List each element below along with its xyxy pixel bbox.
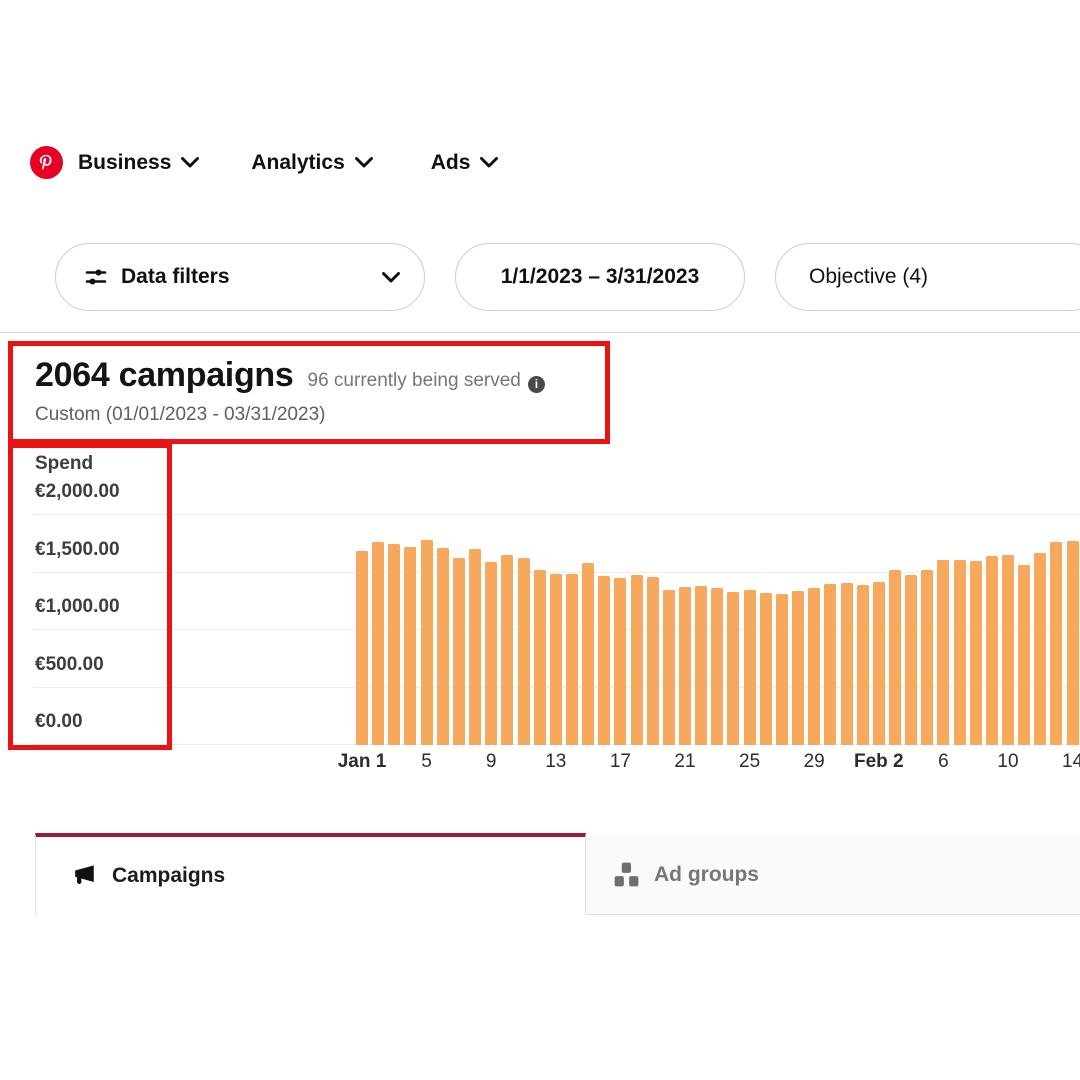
spend-bar <box>598 575 611 745</box>
x-axis-tick-label: 25 <box>739 751 761 772</box>
spend-bar <box>1034 552 1047 745</box>
spend-bar <box>808 588 821 745</box>
spend-bar <box>388 544 401 745</box>
data-filters-label: Data filters <box>121 265 230 288</box>
spend-bar <box>436 548 449 745</box>
served-note: 96 currently being served <box>307 370 521 391</box>
x-axis-tick-label: 13 <box>545 751 567 772</box>
spend-bar <box>372 542 385 745</box>
spend-bar <box>711 588 724 745</box>
pinterest-p-glyph <box>39 154 52 171</box>
spend-bar <box>452 558 465 745</box>
tab-campaigns-label: Campaigns <box>112 864 226 887</box>
spend-bar <box>630 574 643 745</box>
top-nav: Business Analytics Ads <box>30 146 499 179</box>
chevron-down-icon <box>382 271 400 282</box>
spend-bar <box>517 558 530 745</box>
spend-bar <box>420 539 433 745</box>
spend-bar <box>501 554 514 745</box>
spend-bar <box>469 548 482 745</box>
spend-bar <box>743 590 756 745</box>
tab-ad-groups-label: Ad groups <box>654 862 759 886</box>
nav-item-business[interactable]: Business <box>78 150 200 175</box>
spend-bar <box>856 585 869 745</box>
gridline <box>33 571 1080 573</box>
date-range-button[interactable]: 1/1/2023 – 3/31/2023 <box>455 243 745 311</box>
x-axis-tick-label: 10 <box>997 751 1019 772</box>
spend-bar <box>759 593 772 745</box>
x-axis-tick-label: 14 <box>1062 751 1080 772</box>
spend-bar <box>1018 565 1031 745</box>
chevron-down-icon <box>480 157 499 168</box>
spend-bar <box>1066 541 1079 745</box>
spend-bar <box>533 569 546 745</box>
tab-campaigns[interactable]: Campaigns <box>35 833 586 915</box>
nav-business-label: Business <box>78 150 172 174</box>
spend-bar <box>549 573 562 745</box>
x-axis-tick-label: 6 <box>938 751 949 772</box>
spend-bar <box>905 574 918 745</box>
filter-bar: Data filters 1/1/2023 – 3/31/2023 Object… <box>0 243 1080 311</box>
pinterest-logo-icon[interactable] <box>30 146 63 179</box>
spend-bar <box>679 586 691 745</box>
spend-bar <box>824 584 837 745</box>
spend-bar-plot <box>33 460 1080 745</box>
nav-ads-label: Ads <box>430 150 471 174</box>
spend-bar <box>921 569 934 745</box>
spend-bar <box>937 559 950 745</box>
tab-bar: Campaigns Ad groups <box>0 833 1080 915</box>
x-axis-labels: Jan 1 5 9 13 17 21 25 29 Feb 2 6 10 14 <box>33 751 1080 779</box>
spend-bar <box>985 556 998 745</box>
spend-bar <box>1002 554 1014 745</box>
gridline <box>33 514 1080 515</box>
spend-bar <box>727 591 740 745</box>
spend-bar <box>662 589 675 745</box>
custom-date-range-label: Custom (01/01/2023 - 03/31/2023) <box>35 404 326 425</box>
y-axis-title: Spend <box>35 453 94 474</box>
x-axis-tick-label: 9 <box>485 751 497 772</box>
spend-bar <box>614 577 627 745</box>
campaign-count-title: 2064 campaigns <box>35 356 294 394</box>
sliders-icon <box>85 269 107 285</box>
spend-bar <box>695 585 708 745</box>
tab-ad-groups[interactable]: Ad groups <box>586 835 1080 915</box>
nav-analytics-label: Analytics <box>251 150 345 174</box>
section-divider <box>0 332 1080 333</box>
x-axis-tick-label: Feb 2 <box>853 751 904 772</box>
spend-bar <box>792 590 805 745</box>
spend-bar <box>888 569 901 745</box>
x-axis-tick-label: 21 <box>674 751 696 772</box>
x-axis-tick-label: 17 <box>609 751 631 772</box>
hierarchy-icon <box>614 862 639 887</box>
chevron-down-icon <box>181 157 200 168</box>
megaphone-icon <box>75 865 94 885</box>
spend-bar <box>1050 542 1063 745</box>
x-axis-tick-label: 5 <box>421 751 432 772</box>
spend-bar <box>565 573 578 745</box>
spend-bar <box>840 582 853 745</box>
spend-bar <box>969 561 982 745</box>
spend-bar <box>872 581 885 745</box>
spend-bar <box>953 560 966 745</box>
objective-filter-label: Objective (4) <box>809 265 929 288</box>
chevron-down-icon <box>354 157 373 168</box>
x-axis-tick-label: Jan 1 <box>337 751 387 772</box>
data-filters-button[interactable]: Data filters <box>55 243 425 311</box>
info-icon[interactable]: i <box>527 375 545 393</box>
nav-item-ads[interactable]: Ads <box>431 151 499 175</box>
x-axis-tick-label: 29 <box>803 751 825 772</box>
spend-bar <box>582 562 595 745</box>
spend-bar <box>646 577 659 745</box>
spend-bar <box>485 561 498 745</box>
date-range-label: 1/1/2023 – 3/31/2023 <box>500 265 700 288</box>
spend-bar <box>404 547 417 745</box>
objective-filter-button[interactable]: Objective (4) <box>775 243 1080 311</box>
nav-item-analytics[interactable]: Analytics <box>251 150 373 175</box>
spend-bar <box>356 550 368 745</box>
spend-bar <box>775 594 788 745</box>
summary-header: 2064 campaigns 96 currently being served… <box>35 356 935 426</box>
